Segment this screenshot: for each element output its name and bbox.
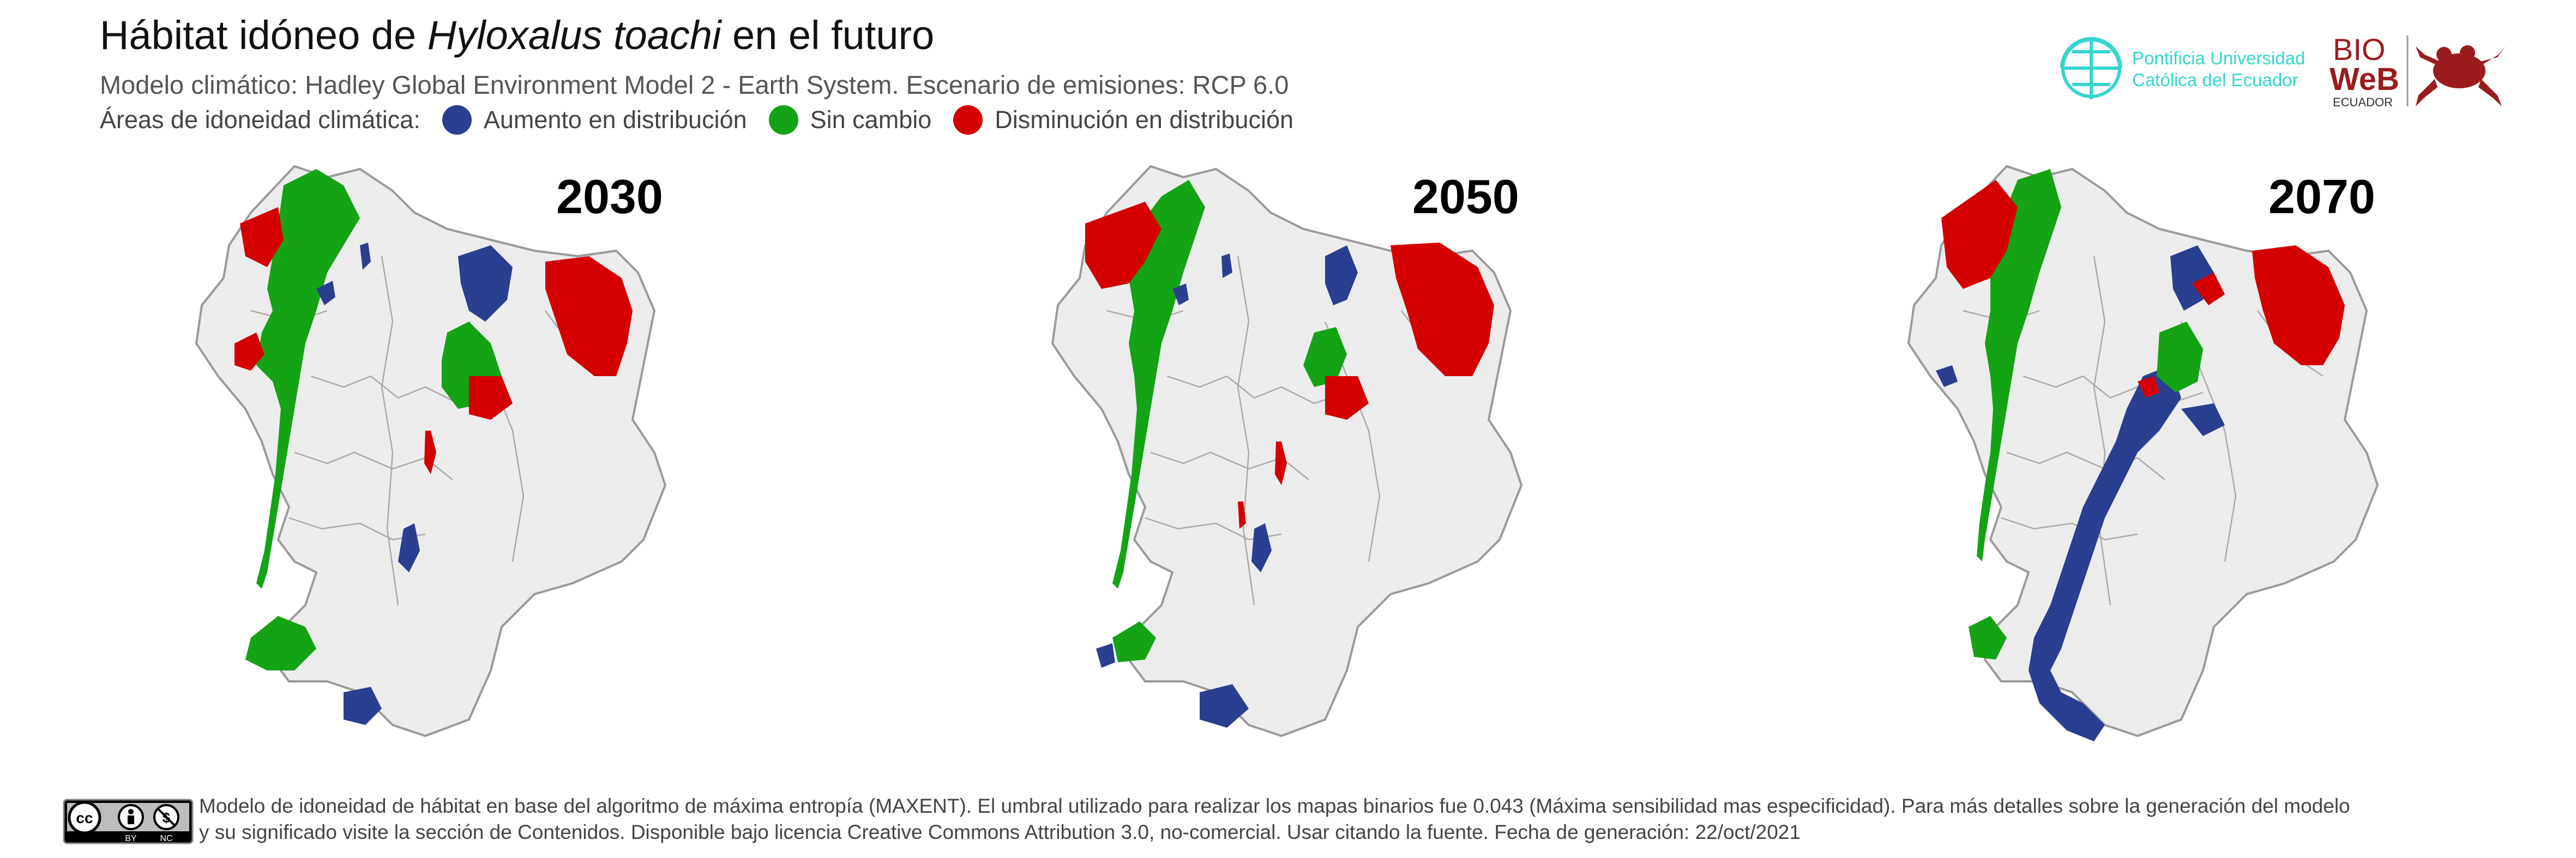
legend-item-decrease: Disminución en distribución [953, 105, 1293, 135]
map-panel-2050: 2050 [1020, 147, 1609, 769]
ecuador-map-2030 [195, 165, 667, 738]
legend-swatch-nochange [768, 105, 798, 135]
year-label-2030: 2030 [556, 170, 663, 223]
legend-item-nochange: Sin cambio [768, 105, 932, 135]
bioweb-logo: BIO WeB ECUADOR [2328, 25, 2514, 112]
year-label-2070: 2070 [2268, 170, 2375, 223]
area-increase [316, 243, 513, 725]
title-suffix: en el futuro [721, 13, 935, 58]
ecuador-map-2070 [1907, 165, 2379, 741]
legend: Áreas de idoneidad climática: Aumento en… [100, 105, 1293, 135]
year-label-2050: 2050 [1412, 170, 1519, 223]
bioweb-bio: BIO [2333, 32, 2385, 67]
title-species: Hyloxalus toachi [427, 13, 721, 58]
area-nochange [1112, 180, 1347, 662]
page-title: Hábitat idóneo de Hyloxalus toachi en el… [100, 12, 934, 58]
area-decrease [234, 207, 633, 474]
legend-swatch-decrease [953, 105, 983, 135]
puce-logo: Pontificia Universidad Católica del Ecua… [2050, 27, 2307, 109]
svg-text:cc: cc [76, 809, 93, 826]
legend-label: Áreas de idoneidad climática: [100, 106, 420, 134]
area-decrease [1085, 202, 1494, 529]
title-prefix: Hábitat idóneo de [100, 13, 428, 58]
legend-text-increase: Aumento en distribución [483, 106, 747, 134]
bioweb-country: ECUADOR [2333, 95, 2393, 109]
footer: cc $ BY NC Modelo de idoneidad de hábita… [63, 793, 2571, 853]
subtitle: Modelo climático: Hadley Global Environm… [100, 70, 1289, 99]
footer-line-1: Modelo de idoneidad de hábitat en base d… [199, 795, 2350, 817]
puce-line2: Católica del Ecuador [2132, 70, 2298, 90]
ecuador-map-2050 [1051, 165, 1523, 738]
footer-text: Modelo de idoneidad de hábitat en base d… [199, 793, 2571, 845]
frog-icon [2416, 45, 2506, 106]
cc-license-badge[interactable]: cc $ BY NC [63, 799, 194, 844]
area-decrease [1941, 180, 2345, 398]
legend-item-increase: Aumento en distribución [442, 105, 747, 135]
cc-by-label: BY [125, 834, 137, 843]
area-increase [1096, 245, 1358, 728]
puce-line1: Pontificia Universidad [2132, 48, 2305, 68]
bioweb-web: WeB [2330, 62, 2399, 97]
cc-icon [68, 801, 101, 835]
cc-nc-label: NC [160, 834, 172, 843]
legend-text-decrease: Disminución en distribución [995, 106, 1294, 134]
legend-text-nochange: Sin cambio [810, 106, 932, 134]
map-panel-2030: 2030 [164, 147, 753, 769]
map-panel-2070: 2070 [1876, 147, 2465, 769]
legend-swatch-increase [442, 105, 472, 135]
footer-line-2: y su significado visite la sección de Co… [199, 821, 1801, 843]
area-nochange [1969, 169, 2203, 660]
